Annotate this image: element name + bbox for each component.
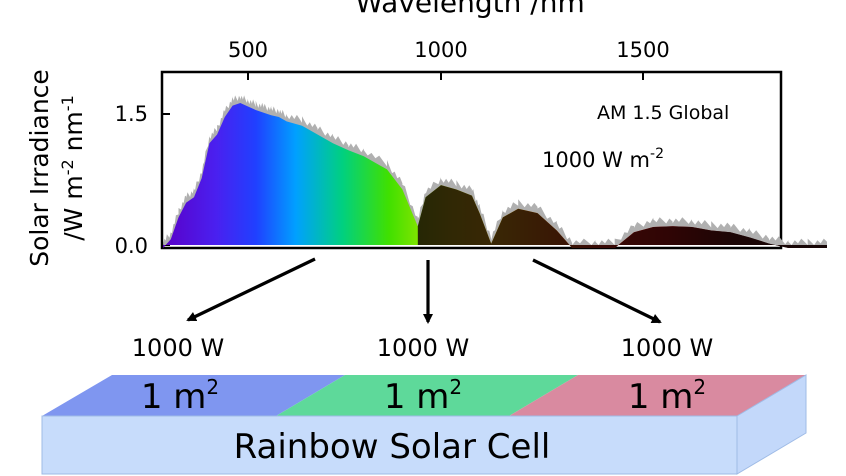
x-tick-label: 500 <box>228 38 268 62</box>
cell-segment-green <box>276 375 578 416</box>
plot-frame <box>160 70 783 250</box>
y-axis-unit-w: /W m <box>59 175 88 240</box>
x-tick-label: 1000 <box>414 38 467 62</box>
cell-name: Rainbow Solar Cell <box>234 427 551 467</box>
arrow-right <box>532 258 662 324</box>
cell-segment-label-3: 1 m2 <box>628 375 706 417</box>
segment-area-exp-3: 2 <box>693 375 706 399</box>
arrows <box>186 257 662 324</box>
cell-segment-label-2: 1 m2 <box>384 375 462 417</box>
y-tick-label: 1.5 <box>115 102 148 126</box>
legend: AM 1.5 Global <box>525 102 729 124</box>
x-axis-title: Wavelength /nm <box>355 0 584 19</box>
y-axis-exp-2: -1 <box>58 95 77 111</box>
segment-area-2: 1 m <box>384 377 450 417</box>
arrow-label-center: 1000 W <box>377 334 469 362</box>
y-axis-exp-1: -2 <box>58 159 77 175</box>
y-axis-title-line2: /W m-2 nm-1 <box>58 95 88 241</box>
x-tick-labels: 500 1000 1500 <box>228 38 670 62</box>
y-tick-label: 0.0 <box>115 234 148 258</box>
cell-segment-pink <box>509 375 806 416</box>
cell-segment-blue <box>42 375 345 416</box>
power-density-exp: -2 <box>650 146 664 162</box>
arrow-label-left: 1000 W <box>132 334 224 362</box>
arrow-label-right: 1000 W <box>621 334 713 362</box>
y-axis-title: Solar Irradiance /W m-2 nm-1 <box>25 69 88 267</box>
segment-area-exp-2: 2 <box>449 375 462 399</box>
spectrum-color-fill <box>163 103 827 248</box>
power-density-annotation: 1000 W m-2 <box>542 146 664 172</box>
cell-front-face <box>41 415 738 475</box>
segment-area-exp-1: 2 <box>206 375 219 399</box>
power-density-text: 1000 W m <box>542 148 650 172</box>
arrow-left <box>186 257 316 322</box>
spectrum-infrared-fill <box>417 185 827 248</box>
segment-area-3: 1 m <box>628 377 694 417</box>
y-axis-title-line1: Solar Irradiance <box>25 69 54 267</box>
spectrum-area <box>163 95 827 248</box>
y-axis-unit-nm: nm <box>59 111 88 159</box>
x-tick-label: 1500 <box>616 38 669 62</box>
cell-side-face <box>736 374 807 475</box>
legend-label: AM 1.5 Global <box>597 102 729 124</box>
segment-area-1: 1 m <box>141 377 207 417</box>
cell-segment-label-1: 1 m2 <box>141 375 219 417</box>
solar-cell: 1 m2 1 m2 1 m2 Rainbow Solar Cell <box>41 374 807 475</box>
